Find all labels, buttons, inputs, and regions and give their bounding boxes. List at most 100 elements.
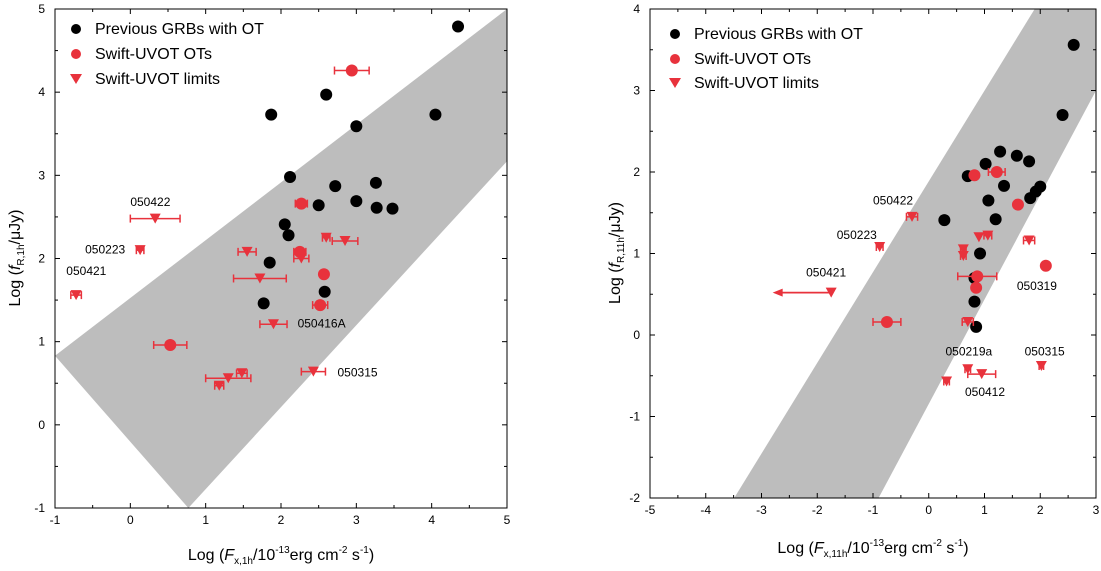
data-point-previous-grb [979,157,992,170]
y-axis-title: Log (fR,11h/μJy) [607,202,627,304]
grb-annotation: 050223 [837,228,877,242]
grb-annotation: 050219a [945,344,992,358]
data-point-previous-grb [452,20,465,33]
y-tick-label: -1 [34,501,45,515]
y-tick-label: -1 [629,410,640,424]
data-point-previous-grb [994,145,1007,158]
data-point-swift-limit [241,246,253,257]
data-point-swift-limit [339,236,351,247]
data-point-previous-grb [312,199,325,212]
data-point-swift-ot [295,197,308,210]
data-point-swift-limit [320,232,332,243]
data-point-swift-ot [345,64,358,77]
confidence-band [734,9,1096,498]
x-tick-label: 2 [278,513,285,527]
data-point-previous-grb [329,180,342,193]
data-marks [772,38,1080,387]
data-point-previous-grb [1010,149,1023,162]
data-point-previous-grb [278,218,291,231]
data-point-previous-grb [1023,155,1036,168]
y-tick-label: 3 [633,84,640,98]
data-point-previous-grb [265,108,278,121]
data-point-swift-limit [222,373,234,384]
data-point-swift-ot [971,270,984,283]
y-tick-label: 1 [633,247,640,261]
data-point-swift-ot [1011,198,1024,211]
x-tick-label: 3 [1093,503,1100,517]
data-point-swift-limit [874,241,886,252]
annotations: 050422 050223 050421 050319 050219a 050315 050… [806,194,1065,400]
data-point-swift-limit [962,364,974,375]
y-tick-label: 4 [633,2,640,16]
x-tick-label: -2 [812,503,823,517]
data-point-swift-limit [134,245,146,256]
data-point-swift-limit [1035,360,1047,371]
data-point-swift-limit [957,244,969,255]
grb-annotation: 050422 [130,195,170,209]
data-point-previous-grb [320,88,333,101]
data-point-swift-limit [1023,235,1035,246]
x-tick-label: 0 [925,503,932,517]
legend-label-previous: Previous GRBs with OT [694,26,863,43]
x-axis-title: Log (Fx,1h/10-13erg cm-2 s-1) [188,545,374,567]
data-point-previous-grb [982,194,995,207]
data-point-previous-grb [350,120,363,133]
legend-label-swift-limit: Swift-UVOT limits [95,71,220,88]
grb-annotation: 050319 [1017,279,1057,293]
data-point-swift-limit [254,273,266,284]
axis-ticks: -5 -4 -3 -2 -1 0 1 2 3 -2 -1 0 1 2 3 4 [629,2,1099,517]
data-point-swift-ot [317,268,330,281]
y-tick-label: 2 [633,165,640,179]
data-point-swift-limit [957,250,969,261]
x-tick-label: 4 [428,513,435,527]
data-point-previous-grb [429,108,442,121]
data-point-swift-limit [267,319,279,330]
legend-marker-previous [670,29,680,39]
legend-label-swift-limit: Swift-UVOT limits [694,75,819,92]
x-tick-label: 5 [504,513,511,527]
y-tick-label: 1 [38,335,45,349]
data-point-previous-grb [284,170,297,183]
grb-annotation: 050315 [1025,344,1065,358]
x-tick-label: 3 [353,513,360,527]
data-marks [70,20,465,391]
data-point-swift-ot [970,281,983,294]
data-point-swift-limit [213,380,225,391]
grb-annotation: 050422 [873,194,913,208]
data-point-previous-grb [989,213,1002,226]
x-tick-label: -1 [868,503,879,517]
y-tick-label: -2 [629,491,640,505]
x-tick-label: 0 [127,513,134,527]
data-point-previous-grb [369,176,382,189]
data-point-previous-grb [263,256,276,269]
data-point-previous-grb [974,247,987,260]
data-point-swift-limit [70,290,82,301]
data-point-previous-grb [282,229,295,242]
data-point-swift-ot [314,299,327,312]
annotations: 050422 050223 050421 050416A 050315 [66,195,378,379]
data-point-previous-grb [998,179,1011,192]
data-point-previous-grb [257,297,270,310]
x-tick-label: -5 [645,503,656,517]
x-tick-label: 1 [981,503,988,517]
legend-marker-previous [71,24,81,34]
data-point-previous-grb [1067,38,1080,51]
y-tick-label: 3 [38,168,45,182]
data-point-swift-limit [149,213,161,224]
axis-ticks: -1 0 1 2 3 4 5 -1 0 1 2 3 4 5 [34,2,510,527]
data-point-swift-limit [825,287,837,298]
legend: Previous GRBs with OT Swift-UVOT OTs Swi… [70,21,264,88]
legend-label-previous: Previous GRBs with OT [95,21,264,38]
legend-marker-swift-ot [670,54,680,64]
y-axis-title: Log (fR,1h/μJy) [7,209,27,306]
data-point-swift-ot [164,338,177,351]
data-point-swift-ot [968,169,981,182]
data-point-swift-limit [976,369,988,380]
y-tick-label: 5 [38,2,45,16]
data-point-swift-ot [1039,259,1052,272]
legend-marker-swift-ot [71,49,81,59]
data-point-previous-grb [370,201,383,214]
grb-annotation: 050315 [338,366,378,380]
